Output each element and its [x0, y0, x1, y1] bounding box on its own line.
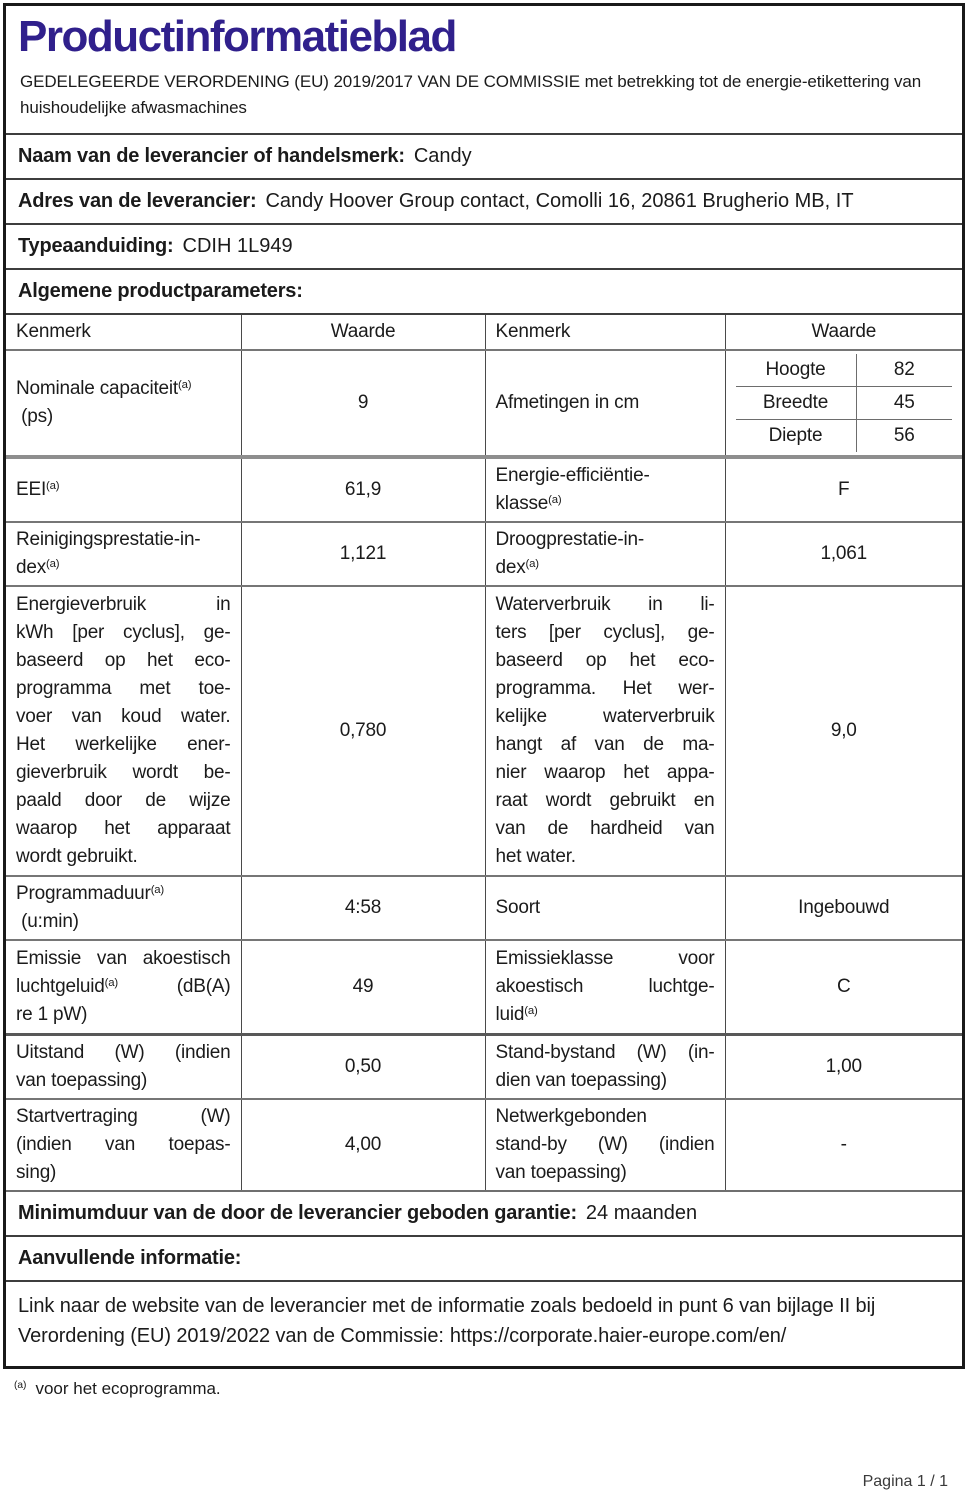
page-number: Pagina 1 / 1: [862, 1473, 948, 1490]
parameters-table: Kenmerk Waarde Kenmerk Waarde Nominale c…: [6, 313, 962, 1190]
duration-label-cell: Programmaduur(a) (u:min): [16, 883, 165, 933]
row-capacity-dimensions: Nominale capaciteit(a) (ps) 9 Afmetingen…: [6, 350, 962, 458]
footnote-eco: (a) voor het ecoprogramma.: [14, 1379, 970, 1399]
row-duration-type: Programmaduur(a) (u:min) 4:58 Soort Inge…: [6, 876, 962, 941]
offmode-value-cell: 0,50: [240, 1034, 485, 1099]
supplier-address-row: Adres van de leverancier: Candy Hoover Gr…: [6, 178, 962, 223]
networkstandby-label-cell: Netwerkgebonden stand-by (W) (indien van t…: [484, 1098, 725, 1190]
energy-consumption-value-cell: 0,780: [240, 586, 485, 877]
water-consumption-value-cell: 9,0: [724, 586, 962, 877]
standby-label-cell: Stand-bystand (W) (in-dien van toepassin…: [484, 1034, 725, 1099]
duration-value-cell: 4:58: [240, 876, 485, 941]
delaystart-label-cell: Startvertraging (W) (indien van toepas-si…: [16, 1105, 231, 1183]
dimension-height-value: 82: [893, 359, 915, 381]
guarantee-value: 24 maanden: [585, 1201, 698, 1224]
supplier-link-text: Link naar de website van de leverancier …: [18, 1294, 876, 1347]
offmode-label-cell: Uitstand (W) (indien van toepassing): [16, 1041, 231, 1091]
regulation-subtitle: GEDELEGEERDE VERORDENING (EU) 2019/2017 …: [20, 72, 922, 118]
capacity-label-cell: Nominale capaciteit(a) (ps): [16, 378, 192, 428]
model-identifier-row: Typeaanduiding: CDIH 1L949: [6, 223, 962, 268]
page-title: Productinformatieblad: [18, 12, 457, 61]
row-cleaning-drying: Reinigingsprestatie-in-dex(a) 1,121 Droo…: [6, 522, 962, 587]
type-value-cell: Ingebouwd: [724, 876, 962, 941]
row-energy-water: Energieverbruik in kWh [per cyclus], ge-b…: [6, 586, 962, 877]
header-kenmerk-1: Kenmerk: [16, 321, 91, 343]
supplier-name-label: Naam van de leverancier of handelsmerk:: [18, 145, 405, 168]
footnote-text: voor het ecoprogramma.: [35, 1378, 221, 1398]
dimension-width-row: Breedte 45: [735, 386, 952, 420]
dimensions-value-cell: Hoogte 82 Breedte 45 Diepte 56: [724, 350, 962, 458]
general-parameters-heading: Algemene productparameters:: [6, 268, 962, 313]
table-header-row: Kenmerk Waarde Kenmerk Waarde: [6, 314, 962, 351]
dimension-height-label: Hoogte: [736, 354, 857, 387]
supplier-address-value: Candy Hoover Group contact, Comolli 16, …: [265, 190, 854, 213]
dimension-width-label: Breedte: [736, 387, 857, 420]
supplier-address-label: Adres van de leverancier:: [18, 190, 257, 213]
row-delaystart-networkstandby: Startvertraging (W) (indien van toepas-si…: [6, 1098, 962, 1190]
guarantee-label: Minimumduur van de door de leverancier g…: [18, 1201, 577, 1224]
noiseclass-label-cell: Emissieklasse voor akoestisch luchtge-lui…: [484, 940, 725, 1035]
drying-index-value-cell: 1,061: [724, 522, 962, 587]
networkstandby-value-cell: -: [724, 1098, 962, 1190]
noise-label-cell: Emissie van akoestisch luchtgeluid(a) (dB…: [16, 948, 231, 1026]
document-frame: Productinformatieblad GEDELEGEERDE VEROR…: [3, 3, 965, 1369]
title-block: Productinformatieblad GEDELEGEERDE VEROR…: [6, 6, 962, 133]
model-identifier-label: Typeaanduiding:: [18, 235, 174, 258]
row-eei-energyclass: EEI(a) 61,9 Energie-efficiëntie-klasse(a…: [6, 457, 962, 523]
model-identifier-value: CDIH 1L949: [182, 235, 293, 258]
energy-consumption-label-cell: Energieverbruik in kWh [per cyclus], ge-b…: [16, 594, 231, 868]
type-label-cell: Soort: [484, 876, 725, 941]
supplier-name-row: Naam van de leverancier of handelsmerk: C…: [6, 133, 962, 178]
cleaning-index-value-cell: 1,121: [240, 522, 485, 587]
eei-value-cell: 61,9: [240, 457, 485, 523]
eei-label-cell: EEI(a): [16, 479, 60, 501]
noise-value-cell: 49: [240, 940, 485, 1035]
cleaning-index-label-cell: Reinigingsprestatie-in-dex(a): [16, 529, 201, 579]
dimension-height-row: Hoogte 82: [736, 354, 953, 387]
capacity-value-cell: 9: [240, 350, 485, 458]
dimension-width-value: 45: [893, 392, 915, 414]
standby-value-cell: 1,00: [724, 1034, 962, 1099]
supplier-link-url[interactable]: https://corporate.haier-europe.com/en/: [449, 1324, 787, 1347]
guarantee-row: Minimumduur van de door de leverancier g…: [6, 1189, 962, 1235]
row-noise-noiseclass: Emissie van akoestisch luchtgeluid(a) (dB…: [6, 940, 962, 1035]
dimension-depth-label: Diepte: [736, 420, 857, 453]
delaystart-value-cell: 4,00: [240, 1098, 485, 1190]
document-page: { "page": { "title": "Productinformatieb…: [0, 3, 970, 1503]
footnote-marker: (a): [14, 1380, 27, 1392]
dimensions-label-cell: Afmetingen in cm: [484, 350, 725, 458]
row-offmode-standby: Uitstand (W) (indien van toepassing) 0,50…: [6, 1034, 962, 1099]
supplier-name-value: Candy: [413, 145, 472, 168]
supplier-link-row: Link naar de website van de leverancier …: [6, 1279, 962, 1366]
dimension-depth-value: 56: [893, 425, 915, 447]
dimension-depth-row: Diepte 56: [735, 419, 952, 453]
noiseclass-value-cell: C: [724, 940, 962, 1035]
additional-info-heading: Aanvullende informatie:: [6, 1234, 962, 1280]
energyclass-label-cell: Energie-efficiëntie-klasse(a): [484, 457, 725, 523]
water-consumption-label-cell: Waterverbruik in li-ters [per cyclus], g…: [484, 586, 725, 877]
header-kenmerk-2: Kenmerk: [484, 314, 725, 351]
drying-index-label-cell: Droogprestatie-in-dex(a): [484, 522, 725, 587]
header-waarde-1: Waarde: [240, 314, 485, 351]
energyclass-value-cell: F: [724, 457, 962, 523]
header-waarde-2: Waarde: [724, 314, 962, 351]
